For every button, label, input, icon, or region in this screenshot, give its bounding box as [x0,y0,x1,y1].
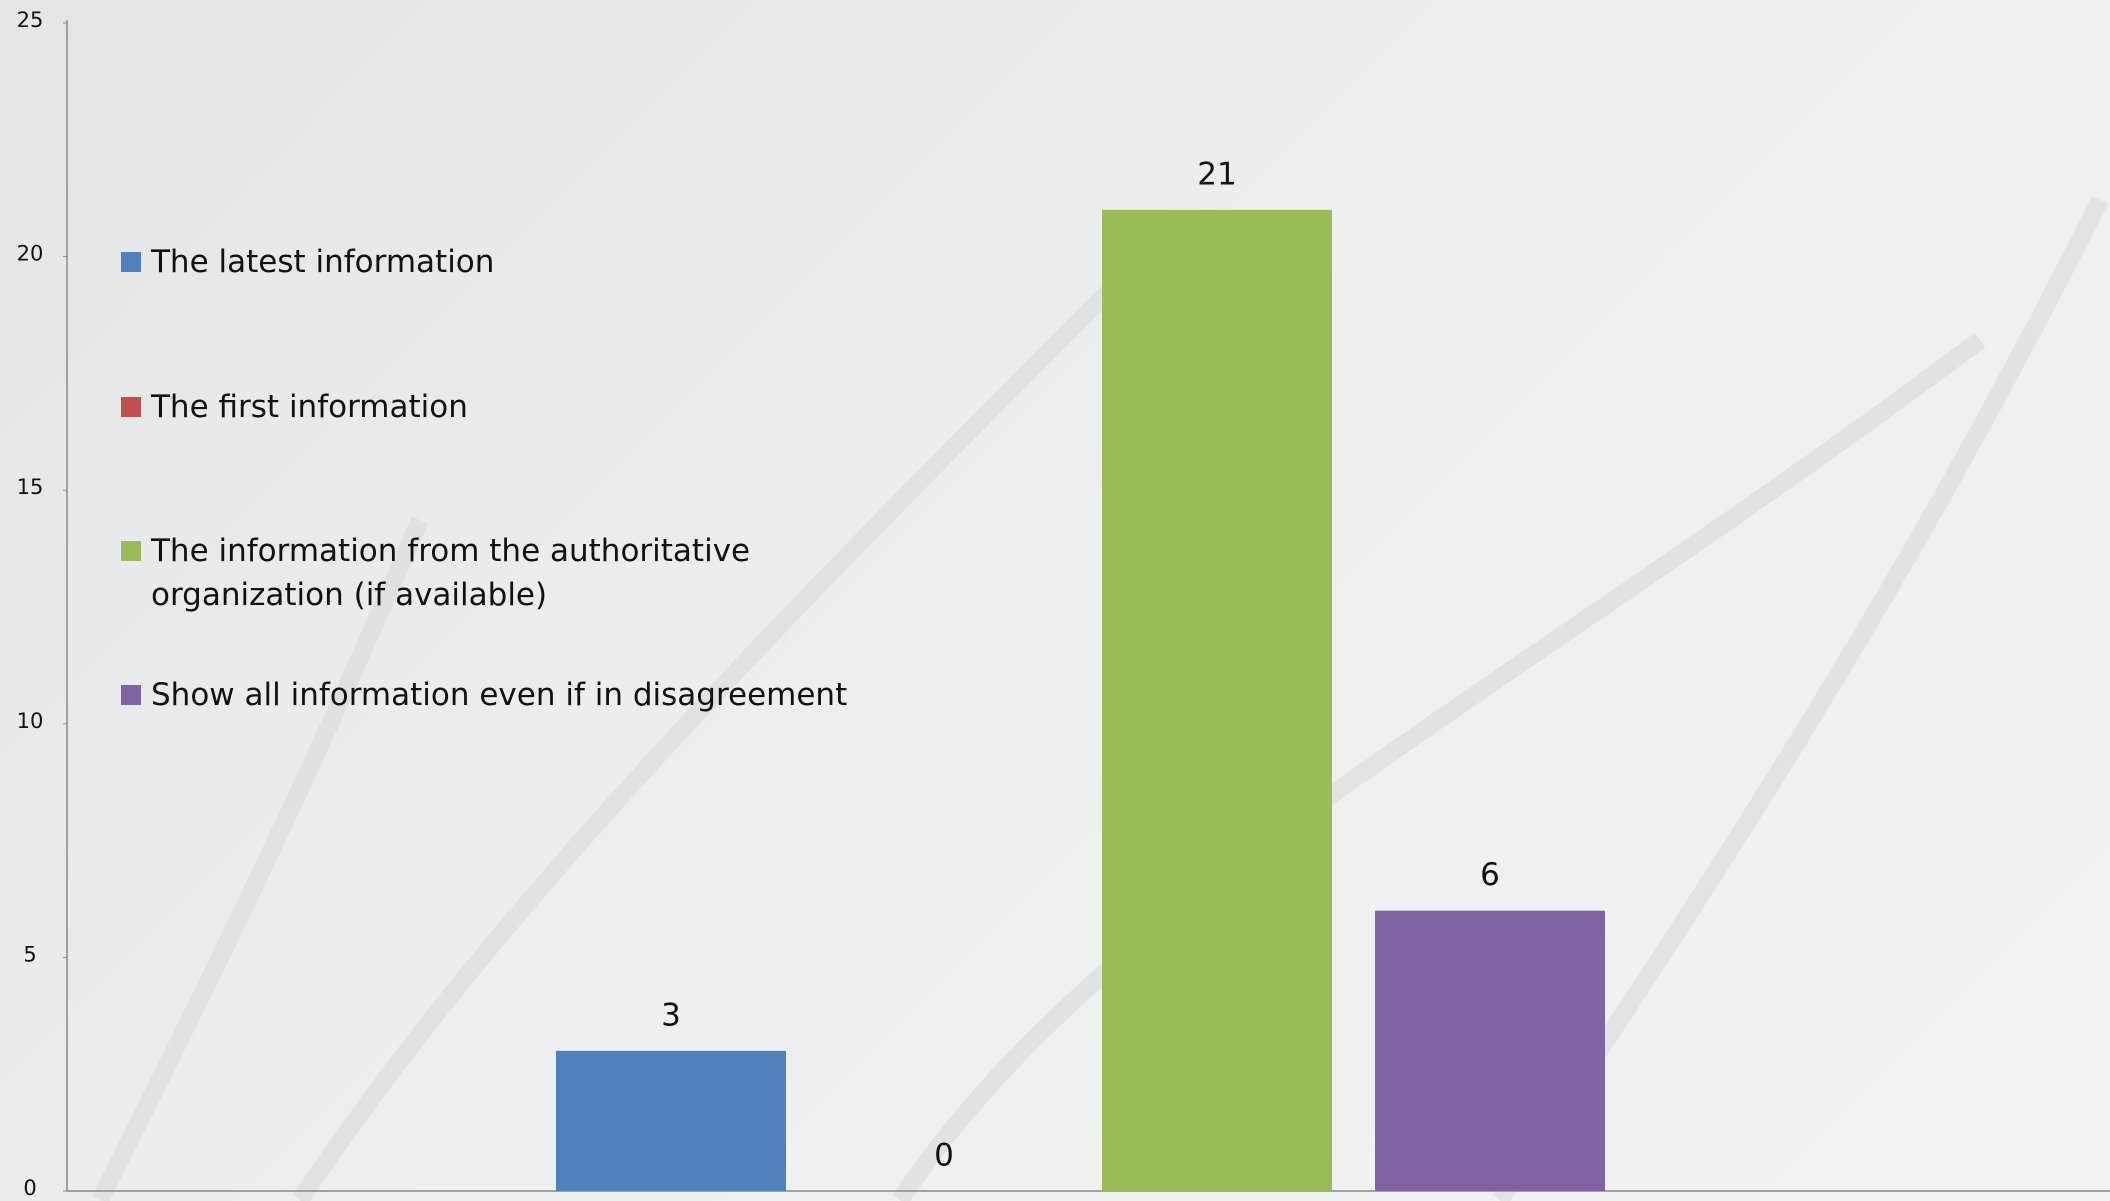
legend-label: The latest information [151,244,495,280]
legend-item: The information from the authoritative o… [121,529,941,617]
y-tick-label: 5 [23,942,36,966]
y-tick-label: 20 [17,242,44,266]
legend-label: The information from the authoritative o… [151,533,751,613]
value-label: 0 [934,1138,954,1174]
legend-label: The first information [151,389,468,425]
y-tick-label: 10 [17,709,44,733]
y-tick-label: 0 [23,1176,36,1200]
y-tick-label: 15 [17,475,44,499]
value-label: 3 [661,997,681,1033]
legend-item: Show all information even if in disagree… [121,673,941,717]
legend-item: The latest information [121,240,941,284]
legend-swatch [121,541,141,561]
value-label: 21 [1197,156,1236,192]
legend-label: Show all information even if in disagree… [151,677,848,713]
bar [1102,209,1332,1191]
legend-swatch [121,397,141,417]
legend-swatch [121,685,141,705]
legend-swatch [121,252,141,272]
y-tick-label: 25 [17,8,44,32]
value-label: 6 [1480,857,1500,893]
bar [556,1050,786,1191]
bar [1375,910,1605,1191]
legend-item: The first information [121,385,941,429]
